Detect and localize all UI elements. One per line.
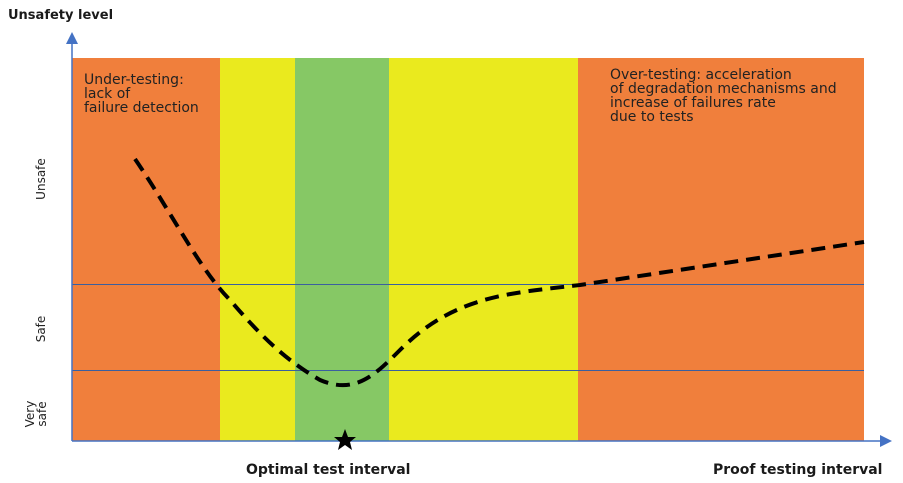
star-icon [334,429,356,450]
under-testing-zone [72,58,220,441]
unsafety-curve [133,157,865,388]
y-axis-title: Unsafety level [8,8,114,23]
safe-verysafe-threshold [72,370,864,371]
yellow-zone-left [220,58,295,441]
optimal-interval-label: Optimal test interval [246,462,411,478]
under-testing-note: Under-testing: lack of failure detection [84,72,199,116]
x-axis-title: Proof testing interval [713,462,883,478]
over-testing-note: Over-testing: acceleration of degradatio… [610,67,837,125]
optimal-zone [295,58,389,441]
yellow-zone-right [389,58,578,441]
unsafe-safe-threshold [72,284,864,285]
